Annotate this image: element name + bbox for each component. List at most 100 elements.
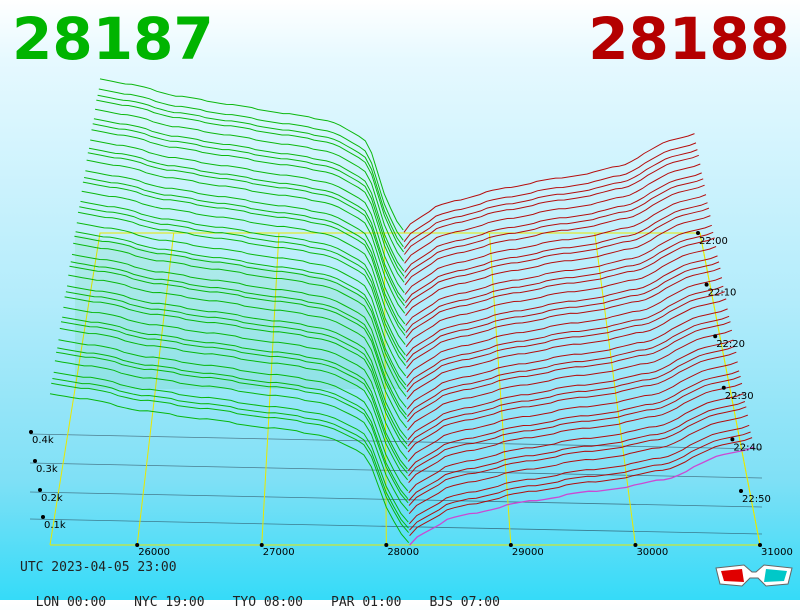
ask-depth-line bbox=[406, 267, 721, 369]
ask-depth-line bbox=[407, 345, 735, 447]
ask-price: 28188 bbox=[588, 5, 790, 73]
time-tick-label: 22:30 bbox=[725, 391, 754, 402]
bid-depth-line bbox=[71, 253, 407, 408]
bid-depth-line bbox=[99, 78, 404, 231]
x-tick-label: 29000 bbox=[512, 547, 544, 558]
time-tick-dot bbox=[739, 489, 743, 493]
ask-depth-line bbox=[409, 431, 751, 531]
y-tick-label: 0.2k bbox=[41, 493, 63, 504]
bid-depth-line bbox=[82, 181, 406, 336]
x-tick-label: 27000 bbox=[263, 547, 295, 558]
time-tick-label: 22:40 bbox=[733, 442, 762, 453]
ask-depth-line bbox=[408, 424, 750, 525]
bid-depth-line bbox=[77, 211, 406, 367]
y-tick-label: 0.1k bbox=[44, 520, 66, 531]
ask-depth-line bbox=[404, 202, 708, 304]
price-gridline bbox=[594, 232, 636, 546]
bid-price: 28187 bbox=[12, 5, 214, 73]
ask-depth-line bbox=[405, 255, 718, 357]
ask-depth-line bbox=[404, 154, 699, 255]
time-tick-dot bbox=[730, 437, 735, 442]
bid-depth-line bbox=[88, 147, 405, 302]
time-tick-label: 22:10 bbox=[708, 288, 737, 299]
y-tick-dot bbox=[38, 488, 42, 492]
ask-depth-line bbox=[403, 149, 698, 250]
bid-depth-line bbox=[97, 94, 404, 248]
latest-ask-line bbox=[409, 446, 754, 546]
utc-time: UTC 2023-04-05 23:00 bbox=[20, 560, 177, 575]
time-tick-dot bbox=[704, 282, 709, 287]
bid-depth-line bbox=[90, 139, 405, 293]
clock-tyo: TYO 08:00 bbox=[232, 595, 304, 610]
ask-depth-line bbox=[405, 246, 717, 348]
x-tick-dot bbox=[633, 543, 638, 547]
ask-depth-line bbox=[408, 414, 748, 515]
time-tick-label: 22:00 bbox=[699, 236, 728, 247]
time-tick-dot bbox=[721, 385, 726, 390]
ask-depth-line bbox=[408, 406, 747, 506]
bid-depth-line bbox=[98, 88, 404, 241]
bid-depth-line bbox=[62, 316, 408, 470]
bid-depth-line bbox=[93, 118, 405, 272]
y-tick-label: 0.4k bbox=[32, 435, 54, 446]
ask-depth-line bbox=[405, 215, 711, 317]
bid-depth-line bbox=[68, 274, 408, 429]
ask-depth-line bbox=[405, 207, 710, 309]
ask-depth-line bbox=[407, 315, 730, 417]
x-tick-dot bbox=[259, 543, 264, 547]
bid-depth-line bbox=[95, 108, 405, 262]
bid-depth-line bbox=[81, 190, 406, 345]
ask-depth-line bbox=[406, 277, 723, 379]
3d-glasses-icon[interactable] bbox=[714, 562, 794, 592]
ask-depth-line bbox=[403, 142, 697, 243]
ask-depth-line bbox=[407, 329, 733, 431]
ask-depth-line bbox=[407, 351, 737, 453]
bid-depth-line bbox=[63, 306, 408, 460]
ask-depth-line bbox=[403, 133, 695, 233]
time-tick-label: 22:50 bbox=[742, 494, 771, 505]
x-tick-label: 28000 bbox=[387, 547, 419, 558]
time-tick-label: 22:20 bbox=[716, 339, 745, 350]
bid-depth-line bbox=[59, 327, 408, 481]
y-tick-dot bbox=[29, 430, 33, 434]
y-tick-dot bbox=[33, 459, 37, 463]
ask-depth-line bbox=[406, 285, 724, 387]
ask-depth-line bbox=[407, 361, 738, 462]
bid-depth-line bbox=[51, 382, 409, 533]
bid-depth-line bbox=[96, 99, 405, 253]
bid-depth-line bbox=[49, 393, 410, 544]
price-gridline bbox=[699, 232, 761, 546]
bid-depth-line bbox=[67, 285, 408, 439]
ask-depth-line bbox=[406, 291, 725, 393]
y-tick-label: 0.3k bbox=[36, 464, 58, 475]
world-clocks: LON 00:00 NYC 19:00 TYO 08:00 PAR 01:00 BJS … bbox=[20, 580, 528, 610]
ask-depth-line bbox=[406, 298, 727, 400]
bid-depth-line bbox=[91, 129, 405, 283]
qty-gridline bbox=[29, 518, 763, 535]
ask-depth-line bbox=[407, 370, 740, 471]
bid-depth-line bbox=[76, 222, 407, 377]
bid-depth-line bbox=[54, 360, 409, 512]
bid-depth-line bbox=[79, 206, 406, 361]
qty-gridline bbox=[29, 433, 763, 450]
price-gridline bbox=[261, 232, 280, 546]
time-tick-dot bbox=[713, 334, 718, 339]
clock-par: PAR 01:00 bbox=[331, 595, 402, 610]
ask-depth-line bbox=[405, 231, 714, 333]
ask-depth-line bbox=[404, 184, 705, 286]
bid-depth-line bbox=[75, 231, 407, 386]
ask-depth-line bbox=[404, 194, 707, 295]
bid-depth-line bbox=[52, 378, 409, 529]
bid-depth-line bbox=[84, 177, 406, 332]
chart-labels: 26000 27000 28000 29000 30000 31000 0.1k 0.2k 0.… bbox=[29, 231, 793, 558]
bid-depth-line bbox=[64, 296, 408, 450]
x-tick-label: 31000 bbox=[761, 547, 793, 558]
bid-depth-line bbox=[56, 351, 409, 504]
bid-depth-line bbox=[69, 265, 407, 420]
clock-lon: LON 00:00 bbox=[35, 595, 107, 610]
ask-depth-line bbox=[408, 375, 741, 477]
x-tick-dot bbox=[758, 543, 762, 547]
ask-depth-line bbox=[409, 437, 753, 537]
bid-depth-line bbox=[74, 235, 407, 390]
bid-depth-line bbox=[60, 321, 408, 474]
